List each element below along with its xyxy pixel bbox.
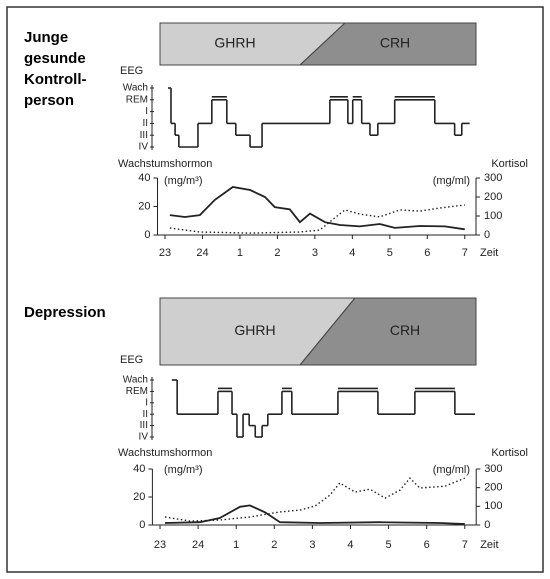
stage-label: III: [140, 130, 148, 141]
y-tick-label: 0: [139, 519, 145, 531]
y2-tick-label: 200: [484, 191, 502, 203]
crh-phase: [298, 297, 477, 366]
y2-tick-label: 100: [484, 210, 502, 222]
x-tick-label: 3: [309, 539, 315, 551]
eeg-label: EEG: [120, 354, 143, 366]
y2-tick-label: 0: [484, 519, 490, 531]
phase-label: CRH: [390, 322, 420, 338]
x-tick-label: 7: [462, 247, 468, 259]
x-tick-label: 2: [274, 247, 280, 259]
panel: Junge gesunde Kontroll-person GHRH CRH EEG Wac…: [24, 22, 528, 259]
x-tick-label: 4: [349, 247, 355, 259]
stage-label: IV: [139, 142, 149, 153]
phase-label: GHRH: [234, 322, 275, 338]
x-tick-label: 6: [424, 539, 430, 551]
stage-label: REM: [126, 94, 148, 105]
x-tick-label: 6: [424, 247, 430, 259]
y-tick-label: 20: [138, 200, 150, 212]
stage-label: Wach: [123, 83, 148, 94]
x-tick-label: 2: [271, 539, 277, 551]
panel-title: person: [24, 92, 74, 109]
y-tick-label: 0: [144, 229, 150, 241]
y2-tick-label: 100: [484, 500, 502, 512]
series-line: [164, 504, 465, 525]
series-line: [164, 477, 466, 522]
y-tick-label: 20: [133, 491, 145, 503]
crh-phase: [298, 22, 477, 66]
x-tick-label: 24: [192, 539, 204, 551]
phase-label: GHRH: [214, 35, 255, 51]
y2-axis-label: Kortisol: [491, 158, 528, 170]
y-axis-label: Wachstumshormon: [118, 158, 212, 170]
series-line: [169, 186, 465, 231]
x-tick-label: 4: [347, 539, 353, 551]
eeg-label: EEG: [120, 65, 143, 77]
stage-label: I: [145, 106, 148, 117]
y-unit: (mg/m³): [164, 175, 203, 187]
y2-unit: (mg/ml): [433, 464, 470, 476]
y2-axis-label: Kortisol: [491, 447, 528, 459]
x-tick-label: 23: [159, 247, 171, 259]
y2-tick-label: 300: [484, 172, 502, 184]
y2-unit: (mg/ml): [433, 175, 470, 187]
stage-label: III: [140, 420, 148, 431]
x-axis-label: Zeit: [480, 247, 498, 259]
y-unit: (mg/m³): [164, 464, 203, 476]
panel-title: Junge: [24, 29, 68, 46]
x-tick-label: 5: [387, 247, 393, 259]
y2-tick-label: 0: [484, 229, 490, 241]
x-tick-label: 7: [462, 539, 468, 551]
stage-label: IV: [139, 432, 149, 443]
y2-tick-label: 200: [484, 482, 502, 494]
y-axis-label: Wachstumshormon: [118, 447, 212, 459]
x-tick-label: 1: [237, 247, 243, 259]
y-tick-label: 40: [138, 172, 150, 184]
stage-label: II: [142, 118, 148, 129]
x-axis-label: Zeit: [480, 539, 498, 551]
panel-title: Kontroll-: [24, 71, 86, 88]
stage-label: I: [145, 397, 148, 408]
x-tick-label: 5: [386, 539, 392, 551]
frame: [6, 6, 544, 573]
x-tick-label: 3: [312, 247, 318, 259]
panel-title: Depression: [24, 304, 106, 321]
y2-tick-label: 300: [484, 463, 502, 475]
stage-label: II: [142, 409, 148, 420]
stage-label: Wach: [123, 375, 148, 386]
x-tick-label: 1: [233, 539, 239, 551]
stage-label: REM: [126, 386, 148, 397]
x-tick-label: 23: [154, 539, 166, 551]
y-tick-label: 40: [133, 463, 145, 475]
panel-title: gesunde: [24, 50, 86, 67]
x-tick-label: 24: [196, 247, 208, 259]
series-line: [169, 204, 465, 234]
phase-label: CRH: [380, 35, 410, 51]
